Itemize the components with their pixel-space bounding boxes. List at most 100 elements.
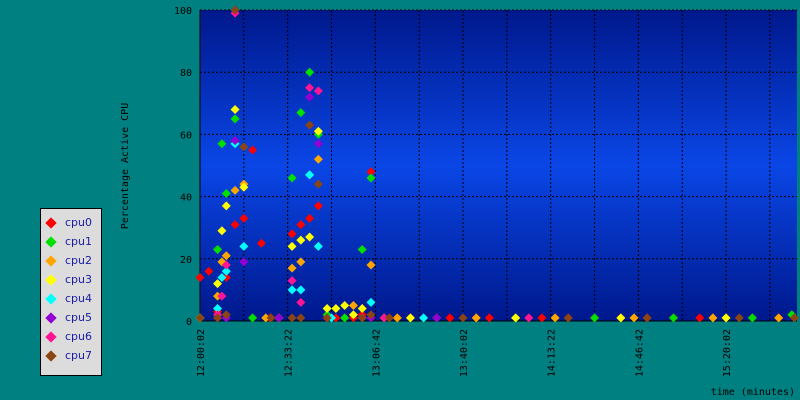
legend-label: cpu4 — [65, 292, 93, 305]
data-point-cpu4 — [296, 285, 306, 295]
data-point-cpu1 — [296, 108, 306, 118]
data-point-cpu7 — [734, 313, 744, 323]
data-point-cpu7 — [458, 313, 468, 323]
legend-item-cpu6: cpu6 — [45, 327, 101, 346]
data-point-cpu3 — [217, 226, 227, 236]
data-point-cpu5 — [305, 92, 315, 102]
data-point-cpu2 — [261, 313, 271, 323]
plot-area — [200, 10, 797, 321]
data-point-cpu2 — [296, 257, 306, 267]
data-point-cpu7 — [213, 313, 223, 323]
data-point-cpu3 — [296, 235, 306, 245]
data-point-cpu1 — [287, 173, 297, 183]
data-point-cpu1 — [248, 313, 258, 323]
legend-item-cpu5: cpu5 — [45, 308, 101, 327]
data-point-cpu6 — [305, 83, 315, 93]
legend-marker-icon — [45, 235, 57, 248]
legend-label: cpu5 — [65, 311, 93, 324]
data-point-cpu2 — [550, 313, 560, 323]
data-point-cpu7 — [195, 313, 205, 323]
data-point-cpu5 — [274, 313, 284, 323]
legend-item-cpu0: cpu0 — [45, 213, 101, 232]
data-point-cpu6 — [221, 260, 231, 270]
data-point-cpu3 — [322, 304, 332, 314]
data-point-cpu1 — [340, 313, 350, 323]
data-point-cpu3 — [213, 279, 223, 289]
data-point-cpu3 — [230, 105, 240, 115]
legend-marker-icon — [45, 311, 57, 324]
data-point-cpu0 — [287, 229, 297, 239]
data-point-cpu7 — [563, 313, 573, 323]
data-point-cpu3 — [511, 313, 521, 323]
data-point-cpu7 — [296, 313, 306, 323]
data-point-cpu2 — [287, 263, 297, 273]
data-point-cpu0 — [195, 272, 205, 282]
data-point-cpu0 — [484, 313, 494, 323]
data-point-cpu3 — [616, 313, 626, 323]
legend-item-cpu1: cpu1 — [45, 232, 101, 251]
data-point-cpu5 — [230, 136, 240, 146]
x-tick-label: 14:46:42 — [634, 329, 645, 377]
data-point-cpu0 — [239, 213, 249, 223]
data-point-cpu5 — [313, 139, 323, 149]
data-point-cpu1 — [590, 313, 600, 323]
legend-label: cpu3 — [65, 273, 93, 286]
data-point-cpu0 — [204, 266, 214, 276]
data-point-cpu2 — [348, 300, 358, 310]
data-point-cpu6 — [296, 297, 306, 307]
y-tick-label: 40 — [180, 193, 192, 204]
data-point-cpu6 — [287, 276, 297, 286]
data-point-cpu1 — [305, 67, 315, 77]
data-point-cpu3 — [239, 182, 249, 192]
data-point-cpu1 — [366, 173, 376, 183]
x-tick-label: 13:06:42 — [371, 329, 382, 377]
data-point-cpu0 — [695, 313, 705, 323]
data-point-cpu3 — [221, 201, 231, 211]
data-point-cpu3 — [340, 300, 350, 310]
data-point-cpu7 — [642, 313, 652, 323]
data-point-cpu7 — [366, 310, 376, 320]
data-point-cpu3 — [313, 126, 323, 136]
data-point-cpu3 — [357, 304, 367, 314]
data-point-cpu2 — [313, 154, 323, 164]
legend-label: cpu7 — [65, 349, 93, 362]
legend-item-cpu4: cpu4 — [45, 289, 101, 308]
data-point-cpu7 — [384, 313, 394, 323]
y-tick-label: 20 — [180, 255, 192, 266]
data-point-cpu0 — [248, 145, 258, 155]
data-point-cpu5 — [239, 257, 249, 267]
data-point-cpu4 — [305, 170, 315, 180]
data-point-cpu0 — [296, 220, 306, 230]
data-point-cpu0 — [313, 201, 323, 211]
data-point-cpu7 — [305, 120, 315, 130]
legend-item-cpu3: cpu3 — [45, 270, 101, 289]
y-tick-label: 60 — [180, 130, 192, 141]
axes: 0 20 40 60 80 100 12:00:02 12:33:22 13:06:42 13:4… — [174, 6, 797, 377]
legend-label: cpu0 — [65, 216, 93, 229]
legend-marker-icon — [45, 349, 57, 362]
y-tick-label: 0 — [186, 317, 192, 328]
data-point-cpu0 — [305, 213, 315, 223]
data-point-cpu0 — [256, 238, 266, 248]
data-point-cpu2 — [774, 313, 784, 323]
data-point-cpu1 — [213, 244, 223, 254]
data-point-cpu2 — [629, 313, 639, 323]
data-point-cpu3 — [305, 232, 315, 242]
data-point-cpu2 — [221, 251, 231, 261]
legend-label: cpu6 — [65, 330, 93, 343]
data-point-cpu6 — [524, 313, 534, 323]
data-point-cpu1 — [747, 313, 757, 323]
data-point-cpu4 — [287, 285, 297, 295]
data-point-cpu6 — [379, 313, 389, 323]
chart-legend: cpu0 cpu1 cpu2 cpu3 cpu4 cpu5 cpu6 cpu7 — [40, 208, 102, 376]
legend-marker-icon — [45, 273, 57, 286]
data-point-cpu3 — [331, 304, 341, 314]
data-point-cpu7 — [313, 179, 323, 189]
data-point-cpu3 — [287, 241, 297, 251]
x-axis-label: time (minutes) — [711, 387, 795, 398]
legend-marker-icon — [45, 330, 57, 343]
data-point-cpu7 — [239, 142, 249, 152]
data-point-cpu2 — [230, 185, 240, 195]
data-point-cpu0 — [366, 167, 376, 177]
